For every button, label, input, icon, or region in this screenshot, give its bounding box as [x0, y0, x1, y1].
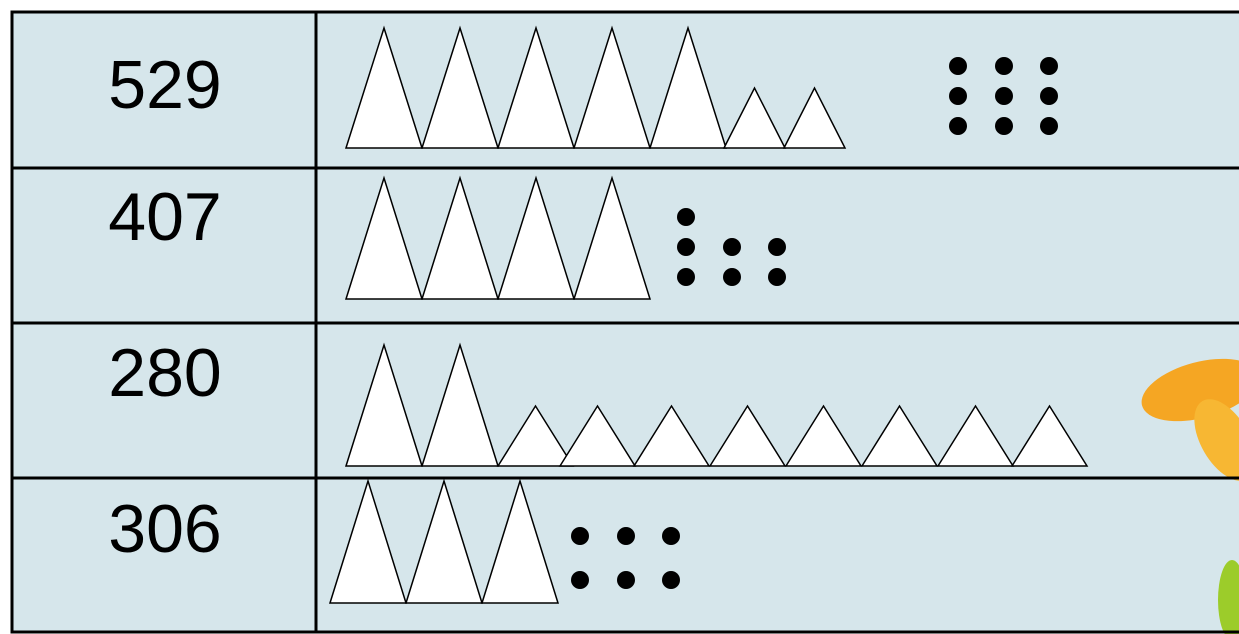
hundred-triangle — [328, 478, 408, 604]
ten-triangle — [632, 404, 711, 467]
hundred-triangle — [344, 342, 424, 467]
dot — [995, 57, 1013, 75]
dot — [1040, 87, 1058, 105]
hundred-triangle — [420, 342, 500, 467]
petal — [1141, 358, 1239, 422]
dot — [723, 268, 741, 286]
ten-triangle — [782, 86, 847, 149]
dot — [995, 117, 1013, 135]
hundred-triangle — [572, 25, 652, 149]
leaf — [1218, 560, 1239, 634]
dot — [571, 527, 589, 545]
dot — [677, 208, 695, 226]
ten-triangle — [722, 86, 787, 149]
dot — [617, 527, 635, 545]
dot — [723, 238, 741, 256]
ten-triangle — [558, 404, 637, 467]
dot — [995, 87, 1013, 105]
dot — [768, 238, 786, 256]
dot — [949, 87, 967, 105]
ten-triangle — [496, 404, 575, 467]
dot — [677, 238, 695, 256]
number-cell: 407 — [108, 179, 221, 255]
petal — [1194, 399, 1239, 481]
ten-triangle — [936, 404, 1015, 467]
dot — [571, 571, 589, 589]
dot — [1040, 57, 1058, 75]
shapes — [328, 25, 1089, 604]
flower — [1141, 358, 1239, 634]
hundred-triangle — [648, 25, 728, 149]
ten-triangle — [860, 404, 939, 467]
dot — [662, 527, 680, 545]
hundred-triangle — [496, 25, 576, 149]
hundred-triangle — [480, 478, 560, 604]
dot — [677, 268, 695, 286]
hundred-triangle — [420, 175, 500, 300]
dot — [662, 571, 680, 589]
dot — [949, 117, 967, 135]
hundred-triangle — [404, 478, 484, 604]
ten-triangle — [784, 404, 863, 467]
hundred-triangle — [344, 175, 424, 300]
number-cell: 529 — [108, 47, 221, 123]
hundred-triangle — [420, 25, 500, 149]
number-cell: 306 — [108, 491, 221, 567]
hundred-triangle — [344, 25, 424, 149]
hundred-triangle — [572, 175, 652, 300]
dot — [949, 57, 967, 75]
ten-triangle — [708, 404, 787, 467]
ten-triangle — [1010, 404, 1089, 467]
number-cell: 280 — [108, 335, 221, 411]
dot — [617, 571, 635, 589]
hundred-triangle — [496, 175, 576, 300]
dot — [768, 268, 786, 286]
dot — [1040, 117, 1058, 135]
grid — [10, 10, 1239, 634]
